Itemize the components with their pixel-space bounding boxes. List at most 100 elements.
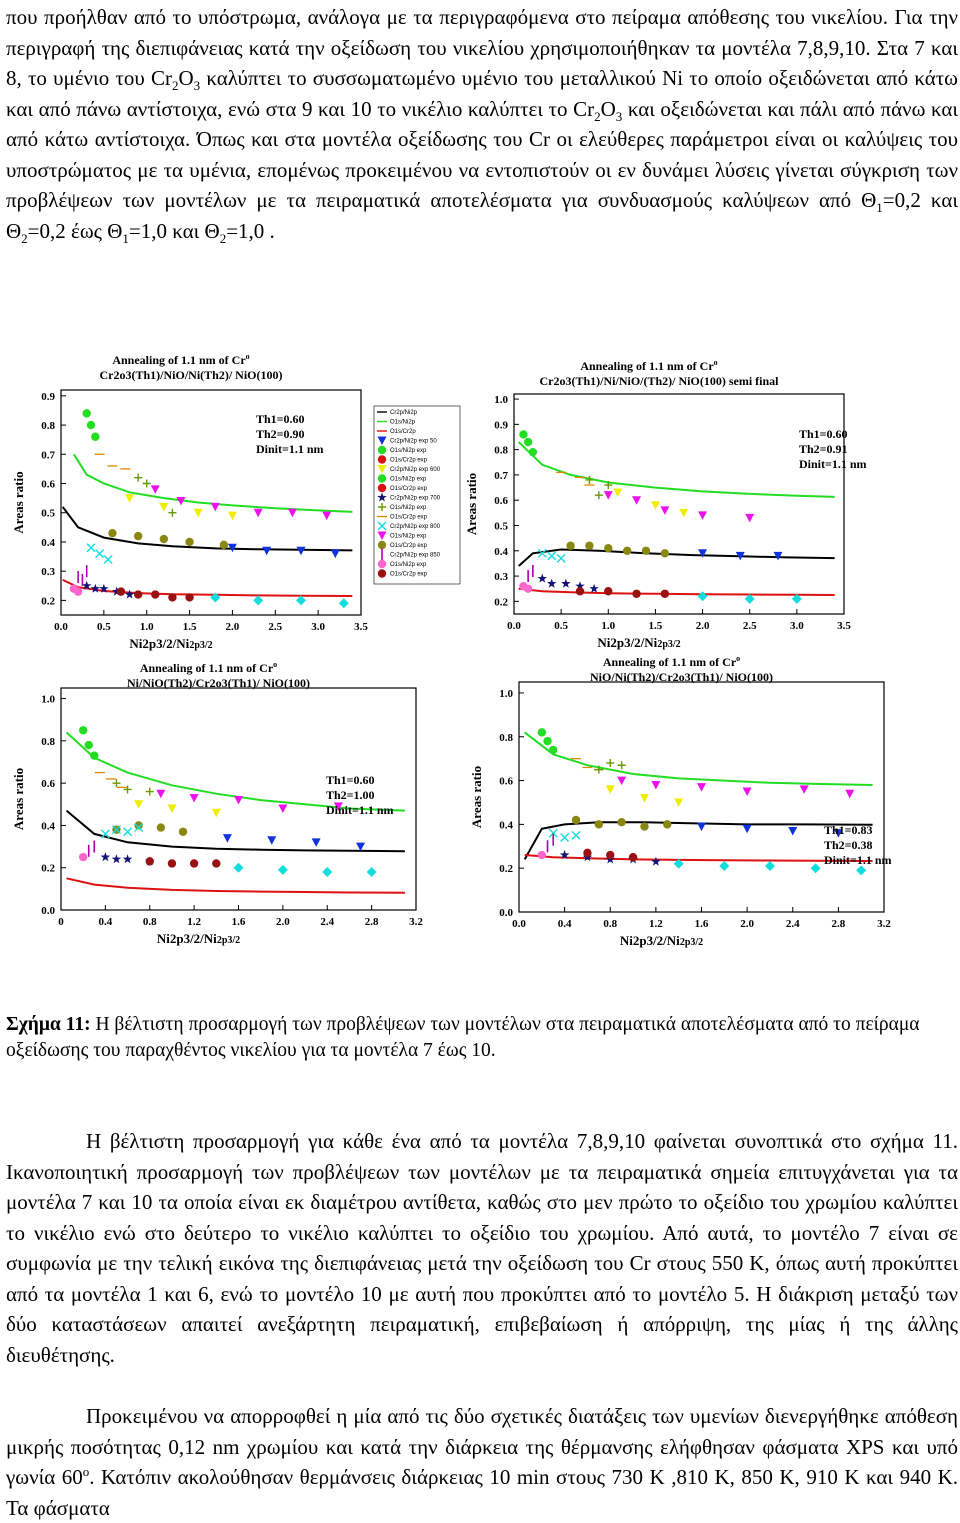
marker-tri	[262, 546, 272, 556]
discussion-paragraph: Η βέλτιστη προσαρμογή για κάθε ένα από τ…	[6, 1129, 958, 1367]
marker-star	[99, 583, 109, 593]
model-curve-0	[518, 441, 835, 498]
x-tick-label: 0.0	[54, 621, 68, 633]
chart-subtitle: Cr2o3(Th1)/Ni/NiO/(Th2)/ NiO(100) semi f…	[540, 374, 780, 388]
plot-frame	[518, 681, 885, 913]
marker-x	[123, 827, 133, 837]
marker-tri	[799, 785, 809, 794]
x-axis-label-tail: 2p3/2	[189, 640, 212, 651]
y-tick-label: 0.2	[499, 863, 513, 875]
chart-title: Annealing of 1.1 nm of Cro	[580, 358, 717, 373]
y-tick-label: 0.4	[41, 820, 55, 832]
marker-star	[90, 583, 100, 593]
marker-tri	[660, 506, 670, 515]
model-curve-2	[66, 877, 405, 894]
marker-circle	[73, 587, 83, 596]
y-tick-label: 0.6	[41, 778, 55, 790]
y-tick-label: 1.0	[499, 688, 513, 700]
x-tick-label: 2.0	[226, 621, 240, 633]
marker-diamond	[744, 593, 755, 604]
marker-circle	[108, 528, 117, 538]
x-tick-label: 0	[58, 916, 64, 928]
marker-circle	[377, 483, 387, 493]
marker-circle	[660, 589, 670, 598]
marker-diamond	[719, 861, 730, 871]
marker-tri	[253, 508, 263, 518]
y-tick-label: 0.4	[41, 537, 55, 549]
legend-label: O1s/Ni2p exp	[390, 505, 427, 511]
marker-circle	[594, 820, 604, 829]
fit-parameter: Th1=0.83	[824, 823, 873, 837]
marker-tri	[278, 804, 288, 814]
x-tick-label: 2.8	[832, 918, 846, 930]
marker-circle	[640, 822, 649, 831]
x-tick-label: 3.2	[877, 918, 891, 930]
marker-circle	[90, 751, 99, 760]
marker-diamond	[366, 866, 377, 877]
y-axis-label: Areas ratio	[469, 766, 484, 828]
marker-circle	[185, 593, 194, 602]
marker-circle	[575, 587, 585, 596]
marker-x	[547, 551, 557, 561]
marker-circle	[537, 850, 547, 860]
y-tick-label: 0.7	[41, 449, 55, 461]
fit-parameter: Th2=0.90	[256, 427, 305, 441]
y-tick-label: 0.5	[41, 508, 55, 520]
x-axis-label: Ni2p3/2/Ni2p3/2	[597, 635, 680, 650]
y-tick-label: 0.6	[499, 776, 513, 788]
marker-circle	[537, 728, 547, 737]
marker-x	[111, 825, 121, 835]
chart-model-9: Annealing of 1.1 nm of Cro Ni/NiO(Th2)/Cr…	[6, 656, 468, 960]
marker-circle	[78, 852, 88, 862]
y-tick-label: 0.0	[41, 905, 55, 917]
model-curve-0	[524, 731, 873, 786]
model-curve-0	[65, 731, 405, 812]
marker-tri	[617, 776, 627, 786]
marker-diamond	[277, 864, 288, 875]
x-tick-label: 0.8	[143, 916, 157, 928]
fit-parameter: Th2=0.91	[799, 442, 848, 456]
chart-title-sup: o	[714, 358, 718, 367]
marker-tri	[156, 789, 166, 799]
marker-tri	[845, 789, 855, 799]
marker-tri	[167, 804, 177, 814]
y-tick-label: 0.2	[41, 595, 55, 607]
caption-label: Σχήμα 11:	[6, 1014, 91, 1035]
y-tick-label: 0.8	[494, 445, 508, 457]
marker-circle	[91, 432, 100, 441]
marker-circle	[622, 546, 632, 555]
x-tick-label: 1.0	[601, 620, 615, 632]
marker-tri	[697, 783, 706, 792]
marker-tri	[833, 829, 843, 838]
marker-tri	[639, 794, 649, 803]
fit-parameter: Dinit=1.1 nm	[799, 457, 867, 471]
y-tick-label: 0.4	[494, 546, 508, 558]
legend-label: O1s/Cr2p exp	[390, 572, 428, 578]
marker-star	[537, 573, 547, 583]
marker-circle	[543, 736, 552, 746]
marker-x	[537, 548, 547, 558]
fit-parameter: Th2=0.38	[824, 838, 873, 852]
intro-paragraph: που προήλθαν από το υπόστρωμα, ανάλογα μ…	[6, 5, 959, 246]
marker-circle	[78, 726, 88, 735]
marker-tri	[377, 436, 387, 445]
y-tick-label: 0.0	[499, 907, 513, 919]
marker-tri	[632, 496, 642, 505]
x-tick-label: 2.4	[320, 916, 334, 928]
x-tick-label: 0.5	[97, 621, 111, 633]
marker-tri	[234, 796, 243, 805]
fit-parameter: Th2=1.00	[326, 788, 375, 802]
marker-circle	[178, 827, 188, 836]
x-axis-label-tail: 2p3/2	[680, 937, 703, 948]
marker-tri	[210, 502, 220, 512]
x-tick-label: 2.8	[365, 916, 379, 928]
marker-circle	[145, 857, 154, 866]
marker-plus	[123, 785, 132, 794]
caption-text: Η βέλτιστη προσαρμογή των προβλέψεων των…	[6, 1014, 920, 1061]
marker-circle	[377, 569, 387, 578]
marker-x	[100, 829, 110, 839]
marker-tri	[613, 488, 623, 498]
marker-circle	[377, 445, 387, 455]
x-tick-label: 0.4	[558, 918, 572, 930]
data-points	[537, 728, 867, 876]
